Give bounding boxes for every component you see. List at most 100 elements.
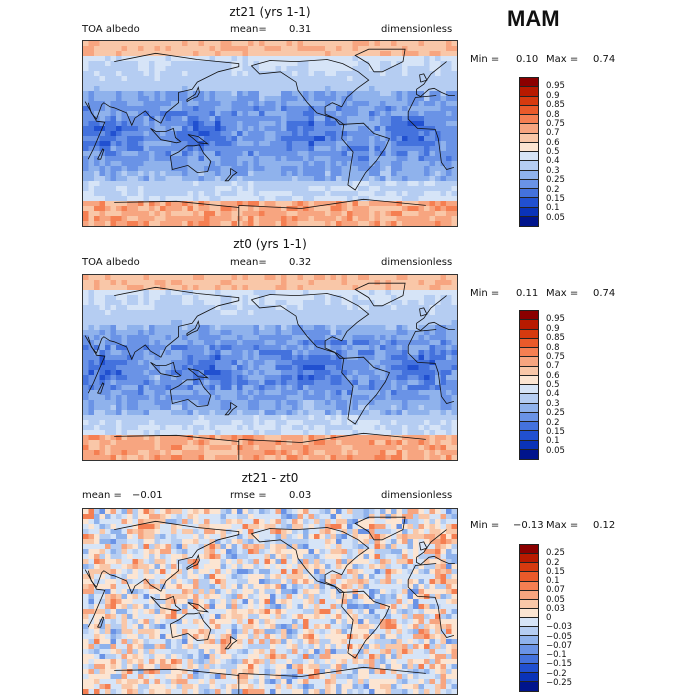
map-cell [193,350,199,356]
map-cell [143,330,150,336]
map-cell [248,325,254,331]
map-cell [369,320,375,326]
map-cell [330,395,337,401]
map-cell [209,176,216,182]
map-cell [176,146,183,152]
map-cell [88,370,95,376]
map-cell [198,385,205,391]
map-cell [182,310,188,316]
map-cell [336,340,342,346]
map-cell [264,340,271,346]
map-cell [281,330,287,336]
map-cell [303,91,309,97]
map-cell [275,136,282,142]
map-cell [292,300,298,306]
map-cell [319,365,326,371]
map-cell [182,56,188,62]
map-cell [110,81,117,87]
map-cell [99,136,106,142]
map-cell [341,290,348,296]
map-cell [281,91,287,97]
map-cell [286,425,293,431]
map-cell [253,405,260,411]
map-cell [176,330,183,336]
map-cell [143,86,150,92]
map-cell [407,171,414,177]
map-cell [259,201,265,207]
map-cell [182,166,188,172]
map-cell [435,221,441,226]
map-cell [325,430,331,436]
map-cell [281,216,287,222]
map-cell [347,320,353,326]
map-cell [308,191,315,197]
map-cell [215,360,221,366]
panel-2-mean-value: 0.32 [289,257,312,268]
map-cell [165,186,172,192]
map-cell [231,186,238,192]
map-cell [215,46,221,52]
map-cell [424,46,430,52]
map-cell [446,445,452,451]
map-cell [121,365,128,371]
map-cell [132,186,139,192]
map-cell [402,445,408,451]
map-cell [237,370,243,376]
map-cell [198,275,205,281]
map-cell [407,176,414,182]
map-cell [176,76,183,82]
map-cell [198,300,205,306]
map-cell [413,445,419,451]
map-cell [435,101,441,107]
map-cell [374,176,381,182]
map-cell [281,385,287,391]
map-cell [281,151,287,157]
map-cell [358,405,364,411]
map-cell [231,196,238,202]
map-cell [440,415,447,421]
map-cell [396,275,403,281]
map-cell [176,96,183,102]
map-cell [215,206,221,212]
map-cell [402,196,408,202]
map-cell [105,96,111,102]
map-cell [165,350,172,356]
map-cell [88,420,95,426]
map-cell [94,56,100,62]
map-cell [418,330,425,336]
map-cell [319,216,326,222]
map-cell [286,131,293,137]
map-cell [154,211,161,217]
map-cell [220,415,227,421]
map-cell [341,116,348,122]
map-cell [248,106,254,112]
map-cell [330,380,337,386]
map-cell [143,101,150,107]
map-cell [248,295,254,301]
map-cell [94,66,100,72]
map-cell [176,395,183,401]
map-cell [99,201,106,207]
map-cell [242,126,249,132]
map-cell [204,300,210,306]
map-cell [231,405,238,411]
map-cell [352,385,359,391]
map-cell [286,280,293,286]
map-cell [242,136,249,142]
map-cell [204,211,210,217]
map-cell [358,395,364,401]
map-cell [138,71,144,77]
map-cell [341,375,348,381]
map-cell [198,156,205,162]
map-cell [374,350,381,356]
map-cell [413,390,419,396]
map-cell [182,201,188,207]
map-cell [171,176,177,182]
map-cell [187,196,194,202]
map-cell [231,51,238,57]
map-cell [275,330,282,336]
map-cell [132,295,139,301]
map-cell [429,211,436,217]
map-cell [369,345,375,351]
map-cell [314,450,320,456]
